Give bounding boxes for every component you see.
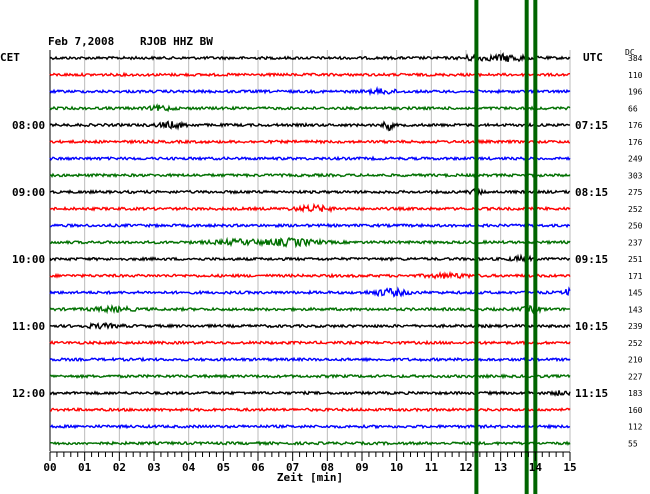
seismic-trace	[49, 373, 571, 380]
plot-grid	[49, 50, 571, 452]
seismic-trace	[49, 440, 571, 447]
seismic-trace	[49, 253, 571, 263]
time-axis: 00 01 02 03 04 05 06 07 08 09 10 11 12 13 14 15	[43, 451, 577, 474]
seismic-trace	[49, 85, 571, 97]
seismic-trace	[49, 202, 571, 214]
seismic-trace	[49, 303, 571, 315]
seismic-trace	[49, 71, 570, 78]
dc-offset-label: 55	[628, 439, 638, 448]
trace-group	[49, 52, 571, 447]
seismic-trace	[49, 236, 571, 249]
x-tick-label: 09	[355, 461, 368, 474]
date-label: Feb 7,2008	[48, 35, 114, 48]
x-tick-label: 11	[425, 461, 439, 474]
seismic-trace	[49, 103, 571, 113]
x-tick-label: 02	[113, 461, 126, 474]
dc-offset-label: 183	[628, 389, 643, 398]
dc-label: DC	[625, 48, 635, 57]
dc-offset-label: 196	[628, 88, 643, 97]
seismic-trace	[49, 120, 571, 132]
utc-time-label: 10:15	[575, 320, 608, 333]
seismic-trace	[49, 270, 571, 280]
dc-offset-label: 252	[628, 205, 643, 214]
dc-offset-label: 171	[628, 272, 643, 281]
dc-offset-label: 303	[628, 171, 643, 180]
x-tick-label: 01	[78, 461, 92, 474]
seismic-trace	[49, 172, 571, 179]
utc-time-label: 07:15	[575, 119, 608, 132]
x-tick-label: 05	[217, 461, 230, 474]
dc-offset-label: 249	[628, 155, 643, 164]
seismic-trace	[49, 406, 571, 413]
utc-time-label: 09:15	[575, 253, 608, 266]
cet-time-label: 12:00	[12, 387, 45, 400]
seismic-trace	[49, 356, 571, 363]
dc-offset-label: 160	[628, 406, 643, 415]
dc-offset-label: 176	[628, 121, 643, 130]
dc-offset-label: 227	[628, 372, 643, 381]
x-axis-title: Zeit [min]	[277, 471, 343, 484]
seismic-trace	[49, 52, 571, 63]
right-timezone-label: UTC	[583, 51, 603, 64]
left-timezone-label: CET	[0, 51, 20, 64]
x-tick-label: 10	[390, 461, 403, 474]
x-tick-label: 12	[459, 461, 472, 474]
seismic-trace	[50, 222, 570, 229]
x-tick-label: 00	[43, 461, 56, 474]
row-labels: 08:00 09:00 10:00 11:00 12:00 07:15 08:15 09:15…	[12, 54, 643, 448]
x-tick-label: 03	[147, 461, 160, 474]
x-tick-label: 06	[251, 461, 265, 474]
x-tick-label: 07	[286, 461, 299, 474]
dc-offset-label: 143	[628, 305, 643, 314]
seismic-trace	[49, 321, 571, 330]
dc-offset-label: 210	[628, 356, 643, 365]
seismic-trace	[49, 423, 571, 430]
dc-offset-label: 145	[628, 289, 643, 298]
x-tick-label: 15	[563, 461, 576, 474]
dc-offset-label: 239	[628, 322, 643, 331]
dc-offset-label: 112	[628, 423, 643, 432]
seismic-trace	[49, 187, 571, 197]
x-tick-label: 08	[321, 461, 334, 474]
x-tick-label: 13	[494, 461, 507, 474]
dc-offset-label: 252	[628, 339, 643, 348]
dc-offset-label: 250	[628, 222, 643, 231]
cet-time-label: 10:00	[12, 253, 45, 266]
seismic-trace	[49, 138, 571, 145]
dc-offset-label: 275	[628, 188, 643, 197]
cet-time-label: 08:00	[12, 119, 45, 132]
utc-time-label: 08:15	[575, 186, 608, 199]
header: Feb 7,2008 RJOB HHZ BW CET UTC DC	[0, 35, 635, 64]
seismic-trace	[49, 286, 571, 298]
dc-offset-label: 384	[628, 54, 643, 63]
station-label: RJOB HHZ BW	[140, 35, 213, 48]
utc-time-label: 11:15	[575, 387, 608, 400]
cet-time-label: 09:00	[12, 186, 45, 199]
x-tick-label: 04	[182, 461, 196, 474]
dc-offset-label: 176	[628, 138, 643, 147]
x-tick-label: 14	[529, 461, 543, 474]
event-markers	[474, 0, 538, 494]
seismic-trace	[49, 389, 571, 397]
seismic-trace	[49, 339, 571, 346]
dc-offset-label: 66	[628, 104, 638, 113]
seismic-trace	[49, 155, 571, 162]
dc-offset-label: 110	[628, 71, 643, 80]
cet-time-label: 11:00	[12, 320, 45, 333]
dc-offset-label: 237	[628, 238, 643, 247]
dc-offset-label: 251	[628, 255, 643, 264]
